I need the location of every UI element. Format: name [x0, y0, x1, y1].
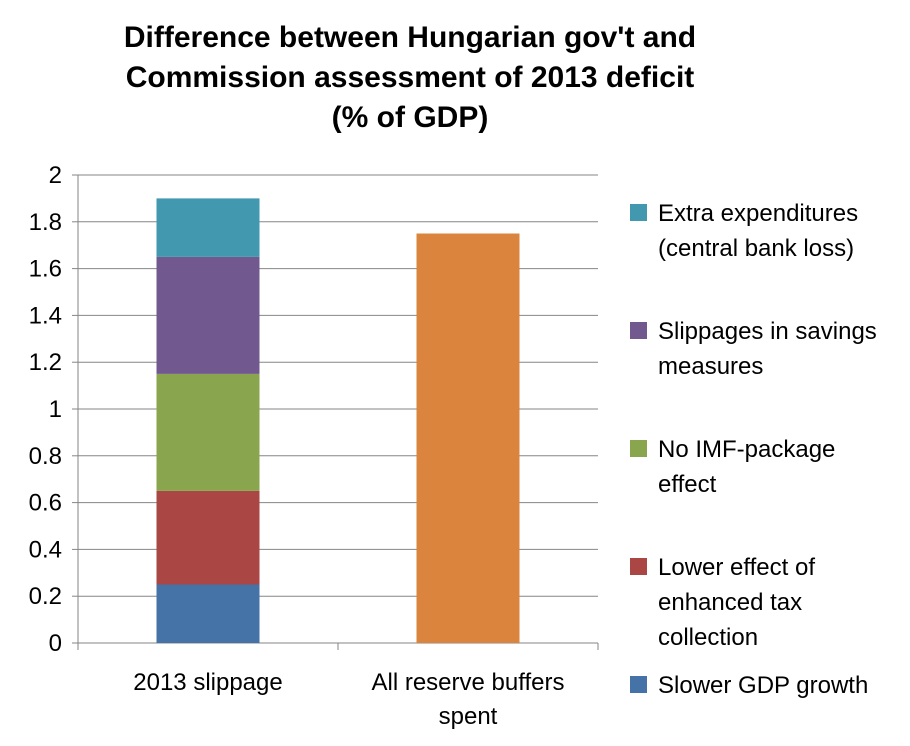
bar-segment	[156, 373, 260, 491]
chart-title: Difference between Hungarian gov't and C…	[40, 18, 780, 138]
y-tick-label: 0	[49, 630, 62, 657]
bar-segment	[156, 584, 260, 643]
legend-swatch	[630, 322, 647, 339]
y-tick-label: 0.6	[29, 490, 62, 517]
y-tick-label: 0.2	[29, 583, 62, 610]
legend-label-line: (central bank loss)	[658, 235, 855, 262]
y-tick-label: 1.8	[29, 209, 62, 236]
x-tick-label: spent	[439, 703, 498, 730]
bar-segment	[156, 198, 260, 257]
legend-label-line: No IMF-package	[658, 436, 836, 463]
legend-swatch	[630, 676, 647, 693]
y-tick-label: 2	[49, 162, 62, 189]
legend-label-line: enhanced tax	[658, 589, 803, 616]
title-line-1: Difference between Hungarian gov't and	[123, 21, 697, 54]
legend-label: Extra expenditures (central bank loss)	[658, 196, 908, 266]
legend-label-line: Slippages in savings	[658, 318, 877, 345]
y-tick-label: 1	[49, 396, 62, 423]
bar-segment	[416, 233, 520, 643]
legend-label-line: effect	[658, 471, 717, 498]
legend-label: Lower effect of enhanced tax collection	[658, 550, 908, 655]
y-tick-label: 0.4	[29, 536, 62, 563]
legend-label: No IMF-package effect	[658, 432, 908, 502]
legend-label-line: Lower effect of	[658, 554, 815, 581]
y-tick-label: 1.6	[29, 256, 62, 283]
legend-label-line: measures	[658, 353, 764, 380]
legend-label-line: Extra expenditures	[658, 200, 859, 227]
x-tick-label: All reserve buffers	[372, 669, 565, 696]
bar-segment	[156, 490, 260, 585]
bar-segment	[156, 256, 260, 374]
legend-swatch	[630, 204, 647, 221]
legend-label-line: Slower GDP growth	[658, 672, 869, 699]
legend-label-line: collection	[658, 624, 759, 651]
y-tick-label: 1.4	[29, 302, 62, 329]
legend-swatch	[630, 440, 647, 457]
legend-swatch	[630, 558, 647, 575]
y-tick-label: 1.2	[29, 349, 62, 376]
legend-label: Slippages in savings measures	[658, 314, 908, 384]
legend-label: Slower GDP growth	[658, 668, 908, 703]
y-tick-label: 0.8	[29, 443, 62, 470]
x-tick-label: 2013 slippage	[133, 669, 282, 696]
title-line-2: Commission assessment of 2013 deficit	[125, 61, 695, 94]
title-line-3: (% of GDP)	[331, 101, 489, 134]
